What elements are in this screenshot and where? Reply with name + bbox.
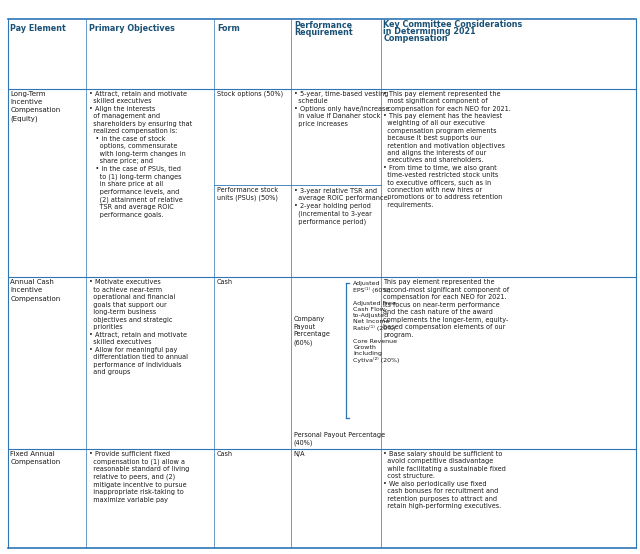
Text: • Motivate executives
  to achieve near-term
  operational and financial
  goals: • Motivate executives to achieve near-te… [89,279,188,375]
Text: Long-Term
Incentive
Compensation
(Equity): Long-Term Incentive Compensation (Equity… [10,91,61,122]
Text: Personal Payout Percentage
(40%): Personal Payout Percentage (40%) [294,432,385,446]
Text: This pay element represented the
second-most significant component of
compensati: This pay element represented the second-… [383,279,509,338]
Text: N/A: N/A [294,451,305,457]
Text: in Determining 2021: in Determining 2021 [383,27,476,36]
Text: Key Committee Considerations: Key Committee Considerations [383,20,523,29]
Text: Form: Form [217,24,240,33]
Text: • 3-year relative TSR and
  average ROIC performance
• 2-year holding period
  (: • 3-year relative TSR and average ROIC p… [294,188,387,225]
Text: Primary Objectives: Primary Objectives [89,24,175,33]
Text: • Provide sufficient fixed
  compensation to (1) allow a
  reasonable standard o: • Provide sufficient fixed compensation … [89,451,189,503]
Text: Pay Element: Pay Element [10,24,66,33]
Text: • Attract, retain and motivate
  skilled executives
• Align the interests
  of m: • Attract, retain and motivate skilled e… [89,91,192,218]
Text: Company
Payout
Percentage
(60%): Company Payout Percentage (60%) [294,316,331,346]
Text: • 5-year, time-based vesting
  schedule
• Options only have/increase
  in value : • 5-year, time-based vesting schedule • … [294,91,389,127]
Text: Cash: Cash [217,279,233,285]
Text: Compensation: Compensation [383,34,448,43]
Text: Adjusted
EPS⁽¹⁾ (60%)

Adjusted Free
Cash Flow-
to-Adjusted
Net Income
Ratio⁽¹⁾ : Adjusted EPS⁽¹⁾ (60%) Adjusted Free Cash… [353,281,399,363]
Text: Performance stock
units (PSUs) (50%): Performance stock units (PSUs) (50%) [217,187,278,201]
Text: Requirement: Requirement [294,28,353,37]
Text: Stock options (50%): Stock options (50%) [217,91,283,98]
Text: • Base salary should be sufficient to
  avoid competitive disadvantage
  while f: • Base salary should be sufficient to av… [383,451,506,510]
Text: Fixed Annual
Compensation: Fixed Annual Compensation [10,451,61,465]
Text: • This pay element represented the
  most significant component of
  compensatio: • This pay element represented the most … [383,91,511,208]
Text: Performance: Performance [294,21,352,30]
Text: Annual Cash
Incentive
Compensation: Annual Cash Incentive Compensation [10,279,61,302]
Text: Cash: Cash [217,451,233,457]
